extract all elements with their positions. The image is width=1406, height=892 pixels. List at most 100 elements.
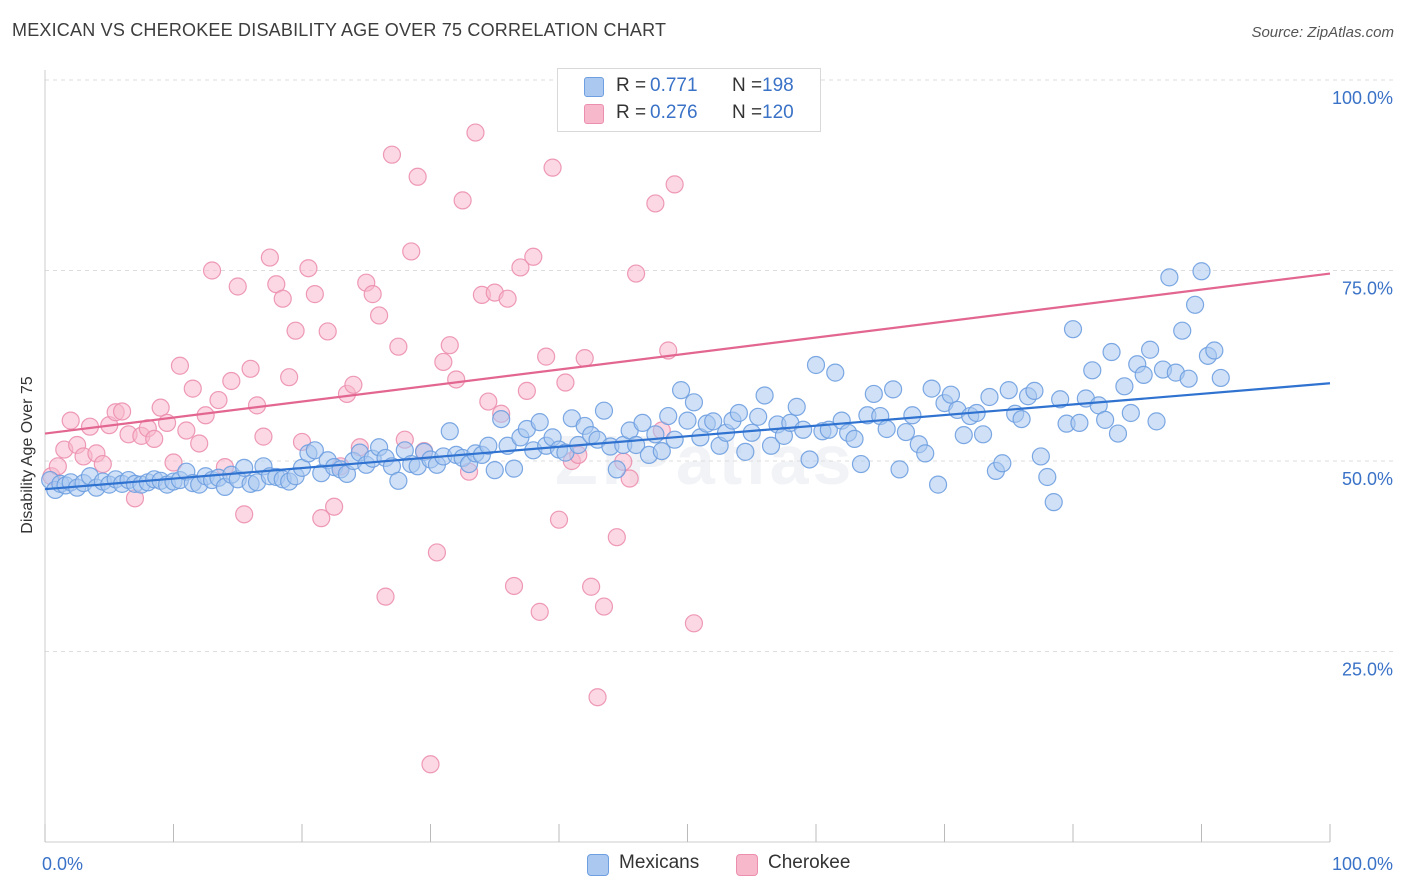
mexicans-point xyxy=(1179,369,1198,388)
cherokee-point xyxy=(209,390,228,410)
mexicans-point xyxy=(704,412,723,431)
cherokee-swatch xyxy=(584,104,604,124)
cherokee-point xyxy=(280,368,299,387)
mexicans-point xyxy=(1121,403,1140,423)
mexicans-point xyxy=(684,393,704,412)
mexicans-point xyxy=(1115,377,1134,396)
n-value: 198 xyxy=(762,75,794,96)
mexicans-point xyxy=(1205,341,1224,360)
cherokee-point xyxy=(93,454,112,474)
cherokee-point xyxy=(202,261,222,280)
mexicans-point xyxy=(993,454,1012,473)
cherokee-point xyxy=(325,497,344,516)
mexicans-point xyxy=(729,403,749,423)
mexicans-swatch xyxy=(587,854,609,876)
cherokee-point xyxy=(466,123,485,142)
mexicans-point xyxy=(1185,295,1205,314)
mexicans-point xyxy=(305,441,324,460)
cherokee-point xyxy=(607,528,626,547)
mexicans-point xyxy=(749,407,768,426)
mexicans-point xyxy=(1192,262,1211,281)
n-key: N = xyxy=(732,102,763,123)
cherokee-point xyxy=(530,602,549,621)
cherokee-point xyxy=(582,577,601,596)
chart-title: MEXICAN VS CHEROKEE DISABILITY AGE OVER … xyxy=(12,20,667,40)
cherokee-point xyxy=(453,191,472,210)
cherokee-point xyxy=(620,469,639,488)
cherokee-point xyxy=(222,371,241,391)
y-tick-label: 50.0% xyxy=(1342,469,1393,489)
cherokee-point xyxy=(504,576,524,596)
r-value: 0.276 xyxy=(650,102,698,123)
mexicans-point xyxy=(671,381,691,400)
mexicans-swatch xyxy=(584,77,604,97)
y-tick-label: 25.0% xyxy=(1342,660,1393,680)
cherokee-point xyxy=(382,145,402,164)
mexicans-point xyxy=(806,355,826,375)
cherokee-point xyxy=(241,359,260,378)
mexicans-point xyxy=(1134,365,1153,384)
mexicans-point xyxy=(485,461,504,480)
cherokee-point xyxy=(594,597,614,616)
cherokee-point xyxy=(447,370,466,389)
cherokee-point xyxy=(318,322,337,341)
mexicans-point xyxy=(607,460,626,479)
cherokee-point xyxy=(376,587,395,606)
mexicans-point xyxy=(678,411,697,430)
cherokee-point xyxy=(260,248,279,267)
mexicans-point xyxy=(1083,361,1102,380)
cherokee-point xyxy=(421,755,440,774)
mexicans-point xyxy=(954,425,973,445)
cherokee-point xyxy=(517,381,536,400)
mexicans-point xyxy=(530,413,549,432)
mexicans-point xyxy=(787,397,806,416)
cherokee-point xyxy=(511,258,530,277)
mexicans-point xyxy=(1173,321,1192,340)
mexicans-trend-line xyxy=(44,382,1331,491)
r-value: 0.771 xyxy=(650,75,698,96)
mexicans-point xyxy=(652,441,671,461)
cherokee-point xyxy=(646,194,665,213)
mexicans-point xyxy=(633,413,652,432)
mexicans-point xyxy=(1211,368,1230,388)
mexicans-point xyxy=(742,423,761,442)
cherokee-point xyxy=(177,421,196,440)
cherokee-point xyxy=(164,453,183,472)
cherokee-point xyxy=(498,289,517,308)
cherokee-point xyxy=(524,247,543,266)
cherokee-point xyxy=(549,510,569,529)
mexicans-point xyxy=(1025,381,1044,400)
mexicans-point xyxy=(659,406,678,426)
cherokee-trend-line xyxy=(44,272,1331,435)
mexicans-point xyxy=(1063,320,1083,339)
mexicans-point xyxy=(922,379,941,398)
mexicans-point xyxy=(883,380,903,399)
cherokee-point xyxy=(434,352,453,372)
series-legend: Mexicans Cherokee xyxy=(0,852,1406,878)
cherokee-point xyxy=(112,402,132,421)
cherokee-point xyxy=(273,289,292,308)
cherokee-point xyxy=(286,321,305,340)
n-value: 120 xyxy=(762,102,794,123)
mexicans-point xyxy=(479,436,498,455)
cherokee-point xyxy=(427,543,447,562)
cherokee-point xyxy=(479,392,498,411)
cherokee-point xyxy=(151,398,170,417)
mexicans-point xyxy=(665,430,684,449)
cherokee-point xyxy=(408,167,427,186)
mexicans-point xyxy=(826,363,845,382)
cherokee-point xyxy=(145,429,164,449)
legend-label-mexicans: Mexicans xyxy=(619,852,700,873)
y-tick-label: 100.0% xyxy=(1332,88,1393,108)
r-key: R = xyxy=(616,102,647,123)
mexicans-point xyxy=(877,419,896,439)
x-tick-label-min: 0.0% xyxy=(42,854,83,874)
cherokee-point xyxy=(363,285,382,304)
mexicans-point xyxy=(1102,342,1121,362)
trend-lines xyxy=(44,272,1331,491)
mexicans-point xyxy=(504,459,524,478)
y-tick-label: 75.0% xyxy=(1342,279,1393,299)
mexicans-point xyxy=(1012,409,1031,429)
mexicans-point xyxy=(1140,340,1160,359)
